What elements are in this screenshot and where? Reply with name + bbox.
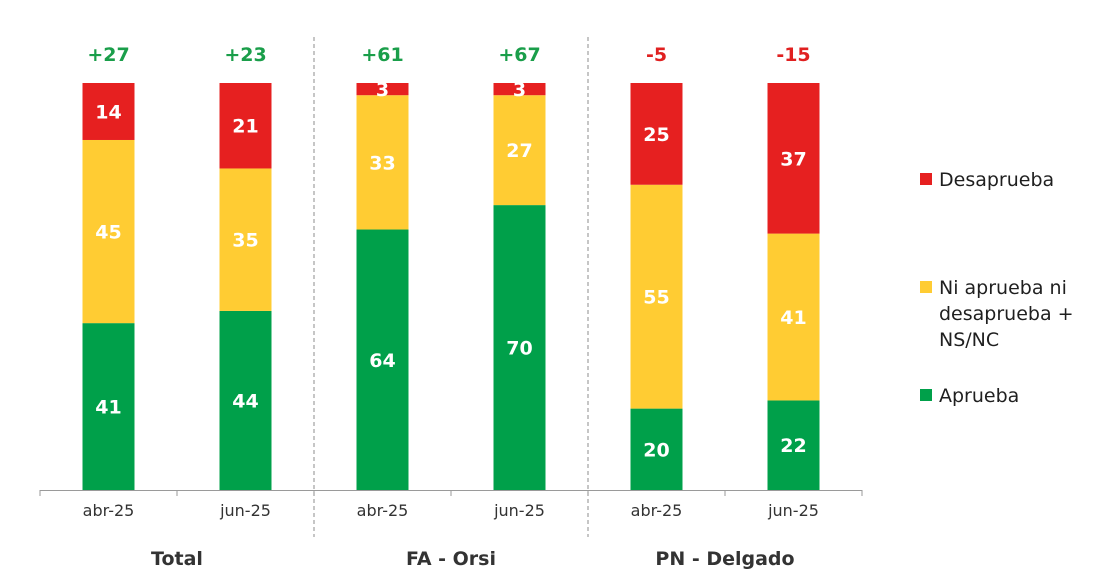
- bar-value-label: 14: [95, 101, 121, 123]
- net-balance-label: -15: [776, 44, 810, 66]
- legend-item-desaprueba: Desaprueba: [920, 167, 1054, 193]
- bar-segment-ni: [82, 139, 135, 324]
- bar-value-label: 20: [643, 439, 669, 461]
- x-tick-label: abr-25: [631, 501, 683, 520]
- net-balance-label: -5: [646, 44, 667, 66]
- legend: Desaprueba Ni aprueba ni desaprueba + NS…: [920, 0, 1110, 581]
- legend-label-aprueba: Aprueba: [939, 385, 1020, 407]
- bar-segment-aprueba: [219, 310, 272, 490]
- bar-segment-ni: [767, 233, 820, 401]
- bar-value-label: 3: [513, 79, 526, 101]
- group-label: FA - Orsi: [406, 548, 496, 570]
- net-balance-label: +67: [498, 44, 540, 66]
- bar-segment-desaprueba: [493, 83, 546, 96]
- x-tick-label: jun-25: [767, 501, 819, 520]
- bar-segment-desaprueba: [219, 83, 272, 169]
- bar-segment-desaprueba: [356, 83, 409, 96]
- bar-segment-ni: [630, 184, 683, 409]
- bar-value-label: 22: [780, 435, 806, 457]
- bar-value-label: 41: [95, 397, 121, 419]
- bar-value-label: 45: [95, 222, 121, 244]
- x-tick-label: abr-25: [357, 501, 409, 520]
- bar-value-label: 25: [643, 124, 669, 146]
- x-tick-label: jun-25: [219, 501, 271, 520]
- bar-value-label: 27: [506, 140, 532, 162]
- net-balance-label: +23: [224, 44, 266, 66]
- bar-segment-aprueba: [493, 205, 546, 490]
- bar-segment-desaprueba: [767, 83, 820, 234]
- bar-value-label: 33: [369, 152, 395, 174]
- legend-swatch-aprueba: [920, 389, 932, 401]
- bar-segment-ni: [493, 95, 546, 206]
- bar-segment-aprueba: [82, 323, 135, 490]
- x-tick-label: abr-25: [83, 501, 135, 520]
- bar-value-label: 55: [643, 287, 669, 309]
- bar-segment-ni: [219, 168, 272, 311]
- net-balance-label: +27: [87, 44, 129, 66]
- bar-segment-aprueba: [630, 408, 683, 490]
- stacked-bar-chart: 414514+27abr-25443521+23jun-2564333+61ab…: [39, 37, 863, 570]
- legend-swatch-desaprueba: [920, 173, 932, 185]
- bar-value-label: 41: [780, 307, 806, 329]
- legend-item-aprueba: Aprueba: [920, 383, 1019, 409]
- bar-segment-desaprueba: [82, 83, 135, 140]
- legend-item-ni: Ni aprueba ni desaprueba + NS/NC: [920, 275, 1074, 353]
- bar-value-label: 21: [232, 116, 258, 138]
- x-tick-label: jun-25: [493, 501, 545, 520]
- bar-value-label: 35: [232, 230, 258, 252]
- group-label: Total: [151, 548, 203, 570]
- legend-label-desaprueba: Desaprueba: [939, 169, 1055, 191]
- bar-segment-desaprueba: [630, 83, 683, 185]
- bar-value-label: 64: [369, 350, 395, 372]
- legend-swatch-ni: [920, 281, 932, 293]
- group-label: PN - Delgado: [655, 548, 794, 570]
- bar-value-label: 70: [506, 338, 532, 360]
- bar-value-label: 44: [232, 390, 258, 412]
- legend-label-ni: Ni aprueba ni desaprueba + NS/NC: [939, 277, 1074, 351]
- bar-segment-ni: [356, 95, 409, 230]
- net-balance-label: +61: [361, 44, 403, 66]
- bar-value-label: 37: [780, 148, 806, 170]
- bar-segment-aprueba: [356, 229, 409, 490]
- bar-value-label: 3: [376, 79, 389, 101]
- bar-segment-aprueba: [767, 400, 820, 490]
